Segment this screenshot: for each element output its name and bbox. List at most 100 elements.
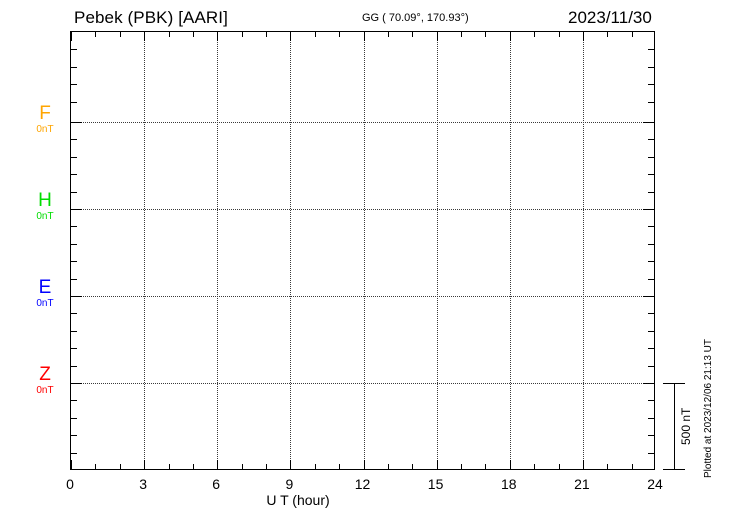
ytick-l-5 bbox=[71, 139, 77, 141]
component-baseline-value-F: 0nT bbox=[36, 124, 54, 135]
xtick-top-13 bbox=[387, 32, 389, 37]
ytick-l-20 bbox=[71, 452, 77, 454]
baseline-H bbox=[71, 209, 654, 210]
xtick-top-11 bbox=[339, 32, 341, 37]
ytick-r-H bbox=[643, 209, 654, 210]
ytick-l-9 bbox=[71, 226, 77, 228]
baseline-Z bbox=[71, 383, 654, 384]
ytick-l-17 bbox=[71, 400, 77, 402]
xtick-22 bbox=[607, 464, 609, 469]
ytick-r-20 bbox=[648, 452, 654, 454]
observation-date: 2023/11/30 bbox=[568, 8, 652, 27]
ytick-l-4 bbox=[71, 101, 77, 103]
ytick-r-10 bbox=[648, 243, 654, 245]
xtick-top-0 bbox=[71, 32, 72, 41]
ytick-r-4 bbox=[648, 101, 654, 103]
gridlines bbox=[71, 32, 654, 469]
xtick-18 bbox=[509, 460, 511, 469]
ytick-r-3 bbox=[648, 84, 654, 86]
xtick-top-5 bbox=[192, 32, 194, 37]
xtick-top-16 bbox=[461, 32, 462, 37]
gridline-v-12 bbox=[363, 32, 365, 469]
xtick-11 bbox=[339, 464, 341, 469]
xtick-8 bbox=[266, 464, 267, 469]
ytick-r-F bbox=[643, 122, 654, 123]
scale-bar bbox=[663, 383, 685, 470]
xtick-top-6 bbox=[217, 32, 219, 41]
xtick-14 bbox=[412, 464, 414, 469]
xaxis-label-0: 0 bbox=[66, 476, 74, 492]
xaxis-label-6: 6 bbox=[212, 476, 221, 492]
ytick-l-E bbox=[71, 296, 82, 297]
component-baselines bbox=[71, 32, 654, 469]
ytick-r-9 bbox=[648, 226, 654, 228]
ytick-r-5 bbox=[648, 139, 654, 141]
xaxis-label-18: 18 bbox=[501, 476, 517, 492]
plot-area bbox=[70, 31, 655, 470]
gridline-v-21 bbox=[582, 32, 584, 469]
xtick-16 bbox=[461, 464, 462, 469]
xtick-top-18 bbox=[509, 32, 511, 41]
xtick-10 bbox=[314, 464, 316, 469]
ytick-l-1 bbox=[71, 49, 77, 51]
ytick-l-8 bbox=[71, 191, 77, 193]
xaxis-label-12: 12 bbox=[354, 476, 371, 492]
ytick-l-10 bbox=[71, 243, 77, 245]
component-label-H: H 0nT bbox=[22, 191, 68, 223]
ytick-l-F bbox=[71, 122, 82, 123]
component-letter-E: E bbox=[38, 277, 52, 298]
xtick-15 bbox=[436, 460, 438, 469]
xtick-17 bbox=[485, 464, 487, 469]
ytick-r-E bbox=[643, 296, 654, 297]
ytick-r-8 bbox=[648, 191, 654, 193]
gridline-v-18 bbox=[509, 32, 511, 469]
xtick-9 bbox=[290, 460, 292, 469]
component-baseline-value-Z: 0nT bbox=[36, 385, 54, 396]
ytick-r-6 bbox=[648, 156, 654, 158]
component-letter-H: H bbox=[38, 190, 52, 211]
xtick-top-22 bbox=[607, 32, 609, 37]
ytick-r-2 bbox=[648, 66, 654, 68]
ytick-l-14 bbox=[71, 330, 77, 332]
ytick-r-1 bbox=[648, 49, 654, 51]
xaxis-label-21: 21 bbox=[574, 476, 590, 492]
xtick-top-9 bbox=[290, 32, 292, 41]
ytick-l-H bbox=[71, 209, 82, 210]
xtick-top-8 bbox=[266, 32, 267, 37]
ytick-l-7 bbox=[71, 174, 77, 176]
ytick-l-15 bbox=[71, 348, 77, 350]
xtick-top-1 bbox=[95, 32, 97, 37]
xtick-top-7 bbox=[241, 32, 243, 37]
ytick-l-12 bbox=[71, 278, 77, 280]
ytick-l-Z bbox=[71, 383, 82, 384]
xaxis-title: U T (hour) bbox=[266, 492, 330, 508]
xtick-4 bbox=[168, 464, 170, 469]
xtick-top-2 bbox=[119, 32, 121, 37]
ytick-r-Z bbox=[643, 383, 654, 384]
xtick-top-14 bbox=[412, 32, 414, 37]
xtick-20 bbox=[558, 464, 560, 469]
xtick-3 bbox=[144, 460, 146, 469]
xtick-2 bbox=[119, 464, 121, 469]
gridline-v-6 bbox=[217, 32, 219, 469]
scale-bar-bottom-cap bbox=[663, 469, 685, 470]
component-label-E: E 0nT bbox=[22, 278, 68, 310]
ytick-l-6 bbox=[71, 156, 77, 158]
ytick-l-3 bbox=[71, 84, 77, 86]
xtick-0 bbox=[71, 460, 72, 469]
xtick-13 bbox=[387, 464, 389, 469]
xtick-top-3 bbox=[144, 32, 146, 41]
gridline-v-9 bbox=[290, 32, 292, 469]
baseline-E bbox=[71, 296, 654, 297]
xtick-5 bbox=[192, 464, 194, 469]
xtick-21 bbox=[582, 460, 584, 469]
ytick-r-7 bbox=[648, 174, 654, 176]
ytick-l-19 bbox=[71, 435, 77, 437]
xtick-1 bbox=[95, 464, 97, 469]
station-title: Pebek (PBK) [AARI] bbox=[74, 8, 228, 27]
xtick-19 bbox=[534, 464, 536, 469]
gridline-v-3 bbox=[144, 32, 146, 469]
geographic-coordinates: GG ( 70.09°, 170.93°) bbox=[362, 12, 469, 24]
ytick-r-19 bbox=[648, 435, 654, 437]
baseline-F bbox=[71, 122, 654, 123]
